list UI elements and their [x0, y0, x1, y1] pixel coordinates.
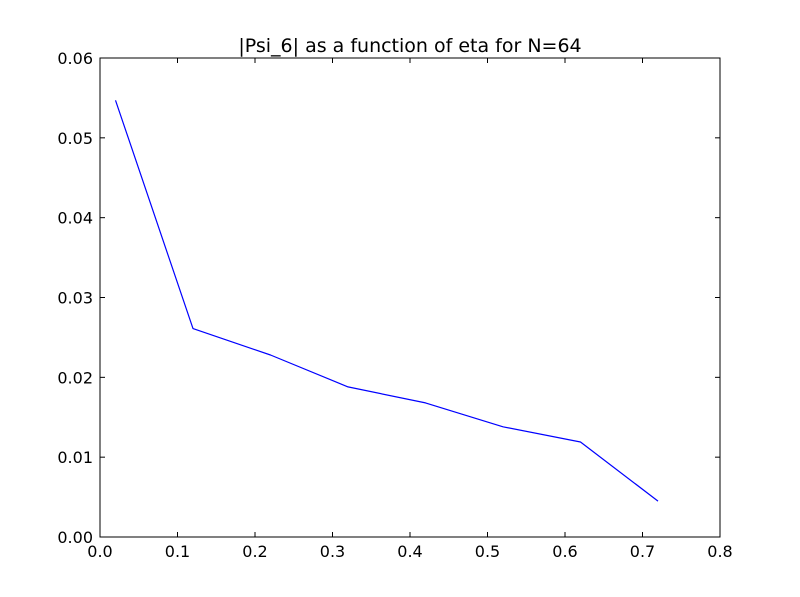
x-tick-label: 0.0: [87, 542, 112, 561]
x-tick-label: 0.3: [320, 542, 345, 561]
y-tick-label: 0.01: [57, 448, 93, 467]
x-tick-label: 0.1: [165, 542, 190, 561]
x-tick-label: 0.8: [707, 542, 732, 561]
y-tick-label: 0.00: [57, 528, 93, 547]
x-tick-label: 0.2: [242, 542, 267, 561]
x-tick-label: 0.4: [397, 542, 422, 561]
y-tick-label: 0.03: [57, 289, 93, 308]
x-tick-label: 0.7: [630, 542, 655, 561]
series-line: [114, 100, 659, 502]
x-tick-label: 0.6: [552, 542, 577, 561]
plot-frame: [99, 57, 721, 538]
y-tick-label: 0.05: [57, 129, 93, 148]
plot-area: 0.0 0.1 0.2 0.3 0.4 0.5 0.6 0.7 0.8 0.00 0.01 0.02 0…: [57, 49, 732, 561]
y-tick-label: 0.02: [57, 368, 93, 387]
chart-title: |Psi_6| as a function of eta for N=64: [238, 35, 581, 57]
y-tick-label: 0.06: [57, 49, 93, 68]
y-tick-label: 0.04: [57, 209, 93, 228]
x-tick-label: 0.5: [475, 542, 500, 561]
